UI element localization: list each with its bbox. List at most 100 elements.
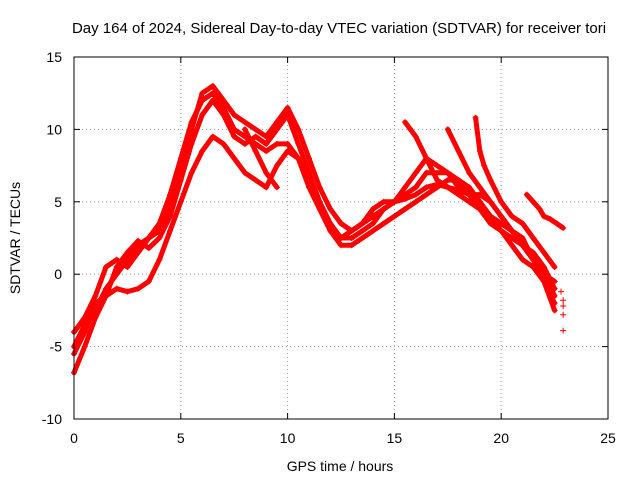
data-point-marker	[241, 140, 248, 147]
data-point-marker	[284, 140, 291, 147]
series-line	[71, 134, 558, 357]
data-point-marker	[263, 184, 270, 191]
data-point-marker	[241, 126, 248, 133]
data-point-marker	[487, 220, 494, 227]
data-point-marker	[487, 198, 494, 205]
data-point-marker	[348, 227, 355, 234]
data-point-marker	[209, 82, 216, 89]
series-trace-5	[241, 126, 280, 191]
data-point-marker	[348, 235, 355, 241]
data-point-marker	[135, 242, 142, 249]
data-point-marker	[113, 263, 120, 270]
data-point-marker	[199, 111, 206, 118]
data-point-marker	[423, 155, 430, 162]
data-point-marker	[327, 206, 334, 213]
data-point-marker	[412, 191, 419, 198]
data-point-marker	[481, 162, 488, 169]
data-point-marker	[391, 198, 398, 205]
data-point-marker	[263, 133, 270, 140]
data-point-marker	[252, 133, 259, 140]
data-point-marker	[380, 198, 387, 205]
data-point-marker	[370, 220, 377, 227]
data-point-marker	[209, 133, 216, 140]
data-point-marker	[295, 140, 302, 147]
data-point-marker	[370, 227, 377, 234]
data-point-marker	[412, 169, 419, 176]
data-point-marker	[209, 97, 216, 104]
data-point-marker	[252, 148, 259, 155]
data-point-marker	[199, 97, 206, 104]
data-point-marker	[241, 119, 248, 126]
data-point-marker	[560, 303, 567, 310]
data-point-marker	[560, 327, 567, 334]
data-point-marker	[519, 242, 526, 249]
data-point-marker	[472, 114, 479, 121]
data-point-marker	[167, 227, 174, 234]
data-point-marker	[530, 256, 537, 263]
data-point-marker	[412, 133, 419, 140]
series-trace-10	[558, 288, 567, 334]
data-point-marker	[209, 90, 216, 97]
data-point-marker	[145, 235, 152, 241]
x-tick-label: 5	[177, 430, 185, 446]
data-point-marker	[530, 198, 537, 205]
data-point-marker	[284, 104, 291, 111]
data-point-marker	[316, 184, 323, 191]
x-tick-label: 15	[387, 430, 403, 446]
data-point-marker	[558, 288, 565, 295]
data-point-marker	[444, 184, 451, 191]
data-point-marker	[156, 227, 163, 234]
data-point-marker	[81, 343, 88, 350]
data-point-marker	[124, 288, 131, 295]
x-tick-label: 0	[70, 430, 78, 446]
data-point-marker	[263, 148, 270, 155]
series-trace-7	[444, 126, 558, 285]
data-point-marker	[156, 220, 163, 227]
data-point-marker	[536, 206, 543, 213]
data-point-marker	[220, 104, 227, 111]
series-trace-9	[523, 191, 567, 231]
data-point-marker	[551, 263, 558, 270]
data-point-marker	[305, 155, 312, 162]
data-point-marker	[455, 148, 462, 155]
data-point-marker	[348, 242, 355, 249]
data-point-marker	[188, 119, 195, 126]
data-point-marker	[498, 220, 505, 227]
data-point-marker	[124, 256, 131, 263]
data-point-marker	[273, 126, 280, 133]
data-point-marker	[177, 155, 184, 162]
y-tick-label: 10	[46, 121, 62, 137]
data-point-marker	[81, 321, 88, 328]
data-point-marker	[92, 292, 99, 299]
data-point-marker	[523, 191, 530, 198]
series-trace-8	[472, 114, 558, 270]
data-point-marker	[273, 162, 280, 169]
y-axis-label: SDTVAR / TECUs	[7, 182, 23, 294]
data-point-marker	[263, 140, 270, 147]
data-point-marker	[540, 263, 547, 270]
data-point-marker	[231, 133, 238, 140]
data-point-marker	[167, 191, 174, 198]
data-point-marker	[455, 184, 462, 191]
data-point-marker	[508, 227, 515, 234]
data-point-marker	[252, 177, 259, 184]
data-point-marker	[402, 195, 409, 202]
data-point-marker	[540, 271, 547, 278]
data-point-marker	[402, 206, 409, 213]
data-point-marker	[498, 198, 505, 205]
data-point-marker	[540, 213, 547, 220]
data-point-marker	[466, 169, 473, 176]
data-point-marker	[508, 235, 515, 241]
data-point-marker	[145, 278, 152, 285]
data-point-marker	[103, 263, 110, 270]
data-point-marker	[498, 227, 505, 234]
data-point-marker	[560, 297, 567, 304]
x-tick-label: 25	[600, 430, 616, 446]
data-series	[71, 82, 567, 376]
x-tick-label: 10	[280, 430, 296, 446]
data-point-marker	[188, 169, 195, 176]
data-point-marker	[359, 227, 366, 234]
data-point-marker	[519, 235, 526, 241]
data-point-marker	[220, 97, 227, 104]
data-point-marker	[231, 126, 238, 133]
